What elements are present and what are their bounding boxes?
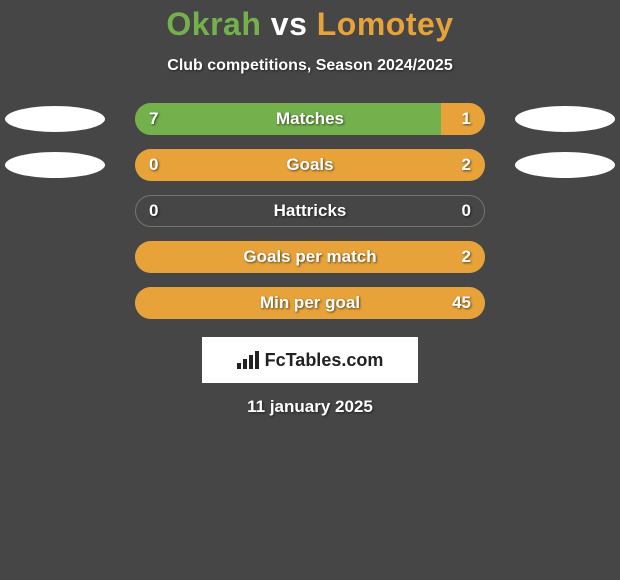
bars-icon [237, 351, 259, 369]
player1-badge [5, 106, 105, 132]
subtitle: Club competitions, Season 2024/2025 [0, 57, 620, 75]
bar-outline [135, 195, 485, 227]
player2-name: Lomotey [317, 6, 454, 42]
page-title: Okrah vs Lomotey [0, 6, 620, 43]
stat-row: 71Matches [0, 103, 620, 135]
bar-right-fill [441, 103, 485, 135]
stat-bar: 02Goals [135, 149, 485, 181]
stat-row: 02Goals [0, 149, 620, 181]
player2-badge [515, 106, 615, 132]
stat-row: 00Hattricks [0, 195, 620, 227]
bar-left-fill [135, 103, 441, 135]
title-vs: vs [271, 6, 308, 42]
player1-name: Okrah [166, 6, 261, 42]
logo-text: FcTables.com [265, 350, 384, 371]
stat-bar: 00Hattricks [135, 195, 485, 227]
stat-bar: 71Matches [135, 103, 485, 135]
bar-right-fill [135, 149, 485, 181]
stat-row: 45Min per goal [0, 287, 620, 319]
comparison-infographic: Okrah vs Lomotey Club competitions, Seas… [0, 0, 620, 417]
bar-right-fill [135, 287, 485, 319]
player2-badge [515, 152, 615, 178]
stat-row: 2Goals per match [0, 241, 620, 273]
stat-bar: 2Goals per match [135, 241, 485, 273]
date-text: 11 january 2025 [0, 397, 620, 417]
player1-badge [5, 152, 105, 178]
logo-box: FcTables.com [202, 337, 418, 383]
bar-right-fill [135, 241, 485, 273]
stat-rows: 71Matches 02Goals 00Hattricks 2Goals per ma… [0, 103, 620, 319]
stat-bar: 45Min per goal [135, 287, 485, 319]
